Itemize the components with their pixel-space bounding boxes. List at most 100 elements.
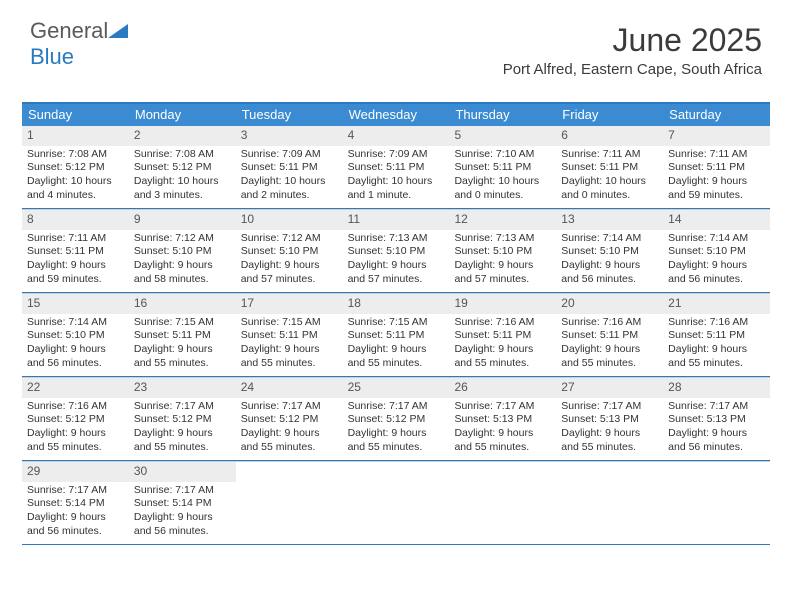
day-number: 12 [449,210,556,230]
calendar-day: 3Sunrise: 7:09 AMSunset: 5:11 PMDaylight… [236,126,343,208]
day-body: Sunrise: 7:17 AMSunset: 5:12 PMDaylight:… [236,400,343,459]
day-body: Sunrise: 7:17 AMSunset: 5:13 PMDaylight:… [556,400,663,459]
sunrise-text: Sunrise: 7:17 AM [241,400,338,414]
sunset-text: Sunset: 5:11 PM [454,161,551,175]
day-number: 24 [236,378,343,398]
daylight-text: Daylight: 9 hours and 55 minutes. [561,343,658,370]
weekday-header: Saturday [663,104,770,126]
calendar-day: 11Sunrise: 7:13 AMSunset: 5:10 PMDayligh… [343,210,450,292]
weekday-header: Thursday [449,104,556,126]
calendar-day: 9Sunrise: 7:12 AMSunset: 5:10 PMDaylight… [129,210,236,292]
day-number: 13 [556,210,663,230]
sunrise-text: Sunrise: 7:09 AM [241,148,338,162]
daylight-text: Daylight: 9 hours and 55 minutes. [241,427,338,454]
day-number: 27 [556,378,663,398]
day-body: Sunrise: 7:11 AMSunset: 5:11 PMDaylight:… [556,148,663,207]
sunrise-text: Sunrise: 7:15 AM [134,316,231,330]
day-number: 17 [236,294,343,314]
daylight-text: Daylight: 10 hours and 0 minutes. [454,175,551,202]
daylight-text: Daylight: 9 hours and 56 minutes. [27,511,124,538]
calendar-day: 17Sunrise: 7:15 AMSunset: 5:11 PMDayligh… [236,294,343,376]
sunrise-text: Sunrise: 7:16 AM [561,316,658,330]
sunset-text: Sunset: 5:14 PM [27,497,124,511]
day-number: 20 [556,294,663,314]
daylight-text: Daylight: 9 hours and 55 minutes. [27,427,124,454]
calendar-day: 21Sunrise: 7:16 AMSunset: 5:11 PMDayligh… [663,294,770,376]
page-title: June 2025 [503,22,762,59]
calendar-day: 7Sunrise: 7:11 AMSunset: 5:11 PMDaylight… [663,126,770,208]
day-number: 9 [129,210,236,230]
daylight-text: Daylight: 9 hours and 55 minutes. [454,343,551,370]
sunset-text: Sunset: 5:11 PM [27,245,124,259]
daylight-text: Daylight: 9 hours and 57 minutes. [454,259,551,286]
daylight-text: Daylight: 9 hours and 56 minutes. [561,259,658,286]
daylight-text: Daylight: 9 hours and 59 minutes. [27,259,124,286]
daylight-text: Daylight: 10 hours and 2 minutes. [241,175,338,202]
calendar-day: 23Sunrise: 7:17 AMSunset: 5:12 PMDayligh… [129,378,236,460]
day-body: Sunrise: 7:15 AMSunset: 5:11 PMDaylight:… [129,316,236,375]
calendar-day: 12Sunrise: 7:13 AMSunset: 5:10 PMDayligh… [449,210,556,292]
daylight-text: Daylight: 9 hours and 55 minutes. [348,427,445,454]
sunrise-text: Sunrise: 7:17 AM [27,484,124,498]
sunset-text: Sunset: 5:10 PM [241,245,338,259]
day-body: Sunrise: 7:08 AMSunset: 5:12 PMDaylight:… [129,148,236,207]
sunset-text: Sunset: 5:13 PM [561,413,658,427]
calendar-day: 1Sunrise: 7:08 AMSunset: 5:12 PMDaylight… [22,126,129,208]
day-body: Sunrise: 7:16 AMSunset: 5:11 PMDaylight:… [449,316,556,375]
day-number: 11 [343,210,450,230]
daylight-text: Daylight: 10 hours and 1 minute. [348,175,445,202]
calendar-day [343,462,450,544]
calendar-day [663,462,770,544]
day-body: Sunrise: 7:17 AMSunset: 5:13 PMDaylight:… [449,400,556,459]
calendar-day: 5Sunrise: 7:10 AMSunset: 5:11 PMDaylight… [449,126,556,208]
sunrise-text: Sunrise: 7:17 AM [454,400,551,414]
day-body: Sunrise: 7:17 AMSunset: 5:12 PMDaylight:… [129,400,236,459]
day-body: Sunrise: 7:09 AMSunset: 5:11 PMDaylight:… [236,148,343,207]
page-subtitle: Port Alfred, Eastern Cape, South Africa [503,61,762,78]
daylight-text: Daylight: 9 hours and 55 minutes. [134,427,231,454]
calendar-day: 29Sunrise: 7:17 AMSunset: 5:14 PMDayligh… [22,462,129,544]
calendar-day: 13Sunrise: 7:14 AMSunset: 5:10 PMDayligh… [556,210,663,292]
calendar-day: 6Sunrise: 7:11 AMSunset: 5:11 PMDaylight… [556,126,663,208]
logo-text-1: General [30,18,108,43]
calendar-day: 19Sunrise: 7:16 AMSunset: 5:11 PMDayligh… [449,294,556,376]
day-number: 5 [449,126,556,146]
sunset-text: Sunset: 5:12 PM [27,161,124,175]
day-number: 4 [343,126,450,146]
day-body: Sunrise: 7:14 AMSunset: 5:10 PMDaylight:… [556,232,663,291]
day-number: 28 [663,378,770,398]
sunrise-text: Sunrise: 7:15 AM [241,316,338,330]
daylight-text: Daylight: 10 hours and 3 minutes. [134,175,231,202]
daylight-text: Daylight: 9 hours and 56 minutes. [668,427,765,454]
calendar-week: 1Sunrise: 7:08 AMSunset: 5:12 PMDaylight… [22,126,770,209]
day-body: Sunrise: 7:14 AMSunset: 5:10 PMDaylight:… [663,232,770,291]
day-body: Sunrise: 7:11 AMSunset: 5:11 PMDaylight:… [663,148,770,207]
day-number: 21 [663,294,770,314]
day-body: Sunrise: 7:12 AMSunset: 5:10 PMDaylight:… [236,232,343,291]
calendar-day: 20Sunrise: 7:16 AMSunset: 5:11 PMDayligh… [556,294,663,376]
day-number: 10 [236,210,343,230]
sunrise-text: Sunrise: 7:16 AM [668,316,765,330]
calendar-day: 14Sunrise: 7:14 AMSunset: 5:10 PMDayligh… [663,210,770,292]
calendar-day: 26Sunrise: 7:17 AMSunset: 5:13 PMDayligh… [449,378,556,460]
sunrise-text: Sunrise: 7:17 AM [668,400,765,414]
day-number: 25 [343,378,450,398]
weekday-header-row: Sunday Monday Tuesday Wednesday Thursday… [22,104,770,126]
day-number: 14 [663,210,770,230]
day-body: Sunrise: 7:13 AMSunset: 5:10 PMDaylight:… [449,232,556,291]
daylight-text: Daylight: 9 hours and 56 minutes. [27,343,124,370]
daylight-text: Daylight: 9 hours and 57 minutes. [241,259,338,286]
sunset-text: Sunset: 5:10 PM [27,329,124,343]
calendar-day: 15Sunrise: 7:14 AMSunset: 5:10 PMDayligh… [22,294,129,376]
daylight-text: Daylight: 9 hours and 55 minutes. [454,427,551,454]
calendar-day: 25Sunrise: 7:17 AMSunset: 5:12 PMDayligh… [343,378,450,460]
sunrise-text: Sunrise: 7:12 AM [134,232,231,246]
calendar-day: 30Sunrise: 7:17 AMSunset: 5:14 PMDayligh… [129,462,236,544]
daylight-text: Daylight: 9 hours and 58 minutes. [134,259,231,286]
sunset-text: Sunset: 5:12 PM [134,161,231,175]
sunrise-text: Sunrise: 7:17 AM [134,400,231,414]
day-number: 23 [129,378,236,398]
day-body: Sunrise: 7:17 AMSunset: 5:14 PMDaylight:… [129,484,236,543]
sunset-text: Sunset: 5:12 PM [134,413,231,427]
day-body: Sunrise: 7:16 AMSunset: 5:11 PMDaylight:… [556,316,663,375]
